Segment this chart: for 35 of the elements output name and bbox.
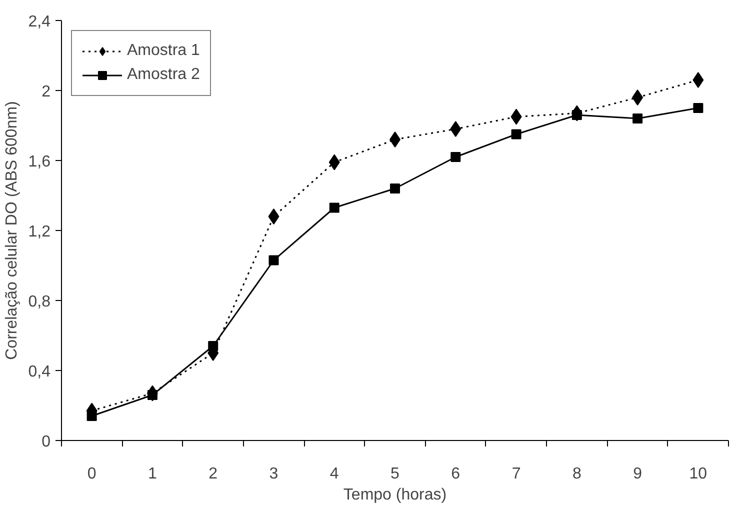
point <box>693 103 704 113</box>
point <box>268 255 279 266</box>
y-tick-label: 1,2 <box>28 224 51 240</box>
point <box>390 184 400 194</box>
x-tick-label: 3 <box>269 466 278 482</box>
x-tick-label: 0 <box>87 466 96 482</box>
point <box>450 121 462 137</box>
point <box>86 411 97 421</box>
x-tick-label: 4 <box>330 466 339 482</box>
point <box>511 129 522 140</box>
x-tick-label: 9 <box>633 466 642 482</box>
y-axis-title: Correlação celular DO (ABS 600nm) <box>3 101 20 360</box>
y-tick-label: 0,8 <box>28 294 51 310</box>
point <box>632 90 644 106</box>
x-tick-label: 8 <box>572 466 582 482</box>
y-tick-label: 2 <box>42 84 51 100</box>
y-tick-label: 0 <box>42 434 51 450</box>
legend-label: Amostra 2 <box>127 66 200 84</box>
y-tick-label: 0,4 <box>28 364 51 380</box>
y-tick-label: 2,4 <box>28 14 51 30</box>
point <box>632 114 643 124</box>
x-tick-label: 10 <box>689 466 708 482</box>
legend-label: Amostra 1 <box>127 42 200 60</box>
point <box>692 72 704 88</box>
point <box>208 341 218 351</box>
y-tick-label: 1,6 <box>28 154 51 170</box>
x-tick-label: 1 <box>148 466 158 482</box>
point <box>329 202 340 213</box>
point <box>268 208 280 224</box>
point <box>450 152 461 162</box>
x-tick-label: 6 <box>451 466 460 482</box>
x-tick-label: 5 <box>390 466 400 482</box>
x-axis-title: Tempo (horas) <box>343 486 447 504</box>
x-tick-label: 7 <box>512 466 521 482</box>
x-tick-label: 2 <box>208 466 218 482</box>
